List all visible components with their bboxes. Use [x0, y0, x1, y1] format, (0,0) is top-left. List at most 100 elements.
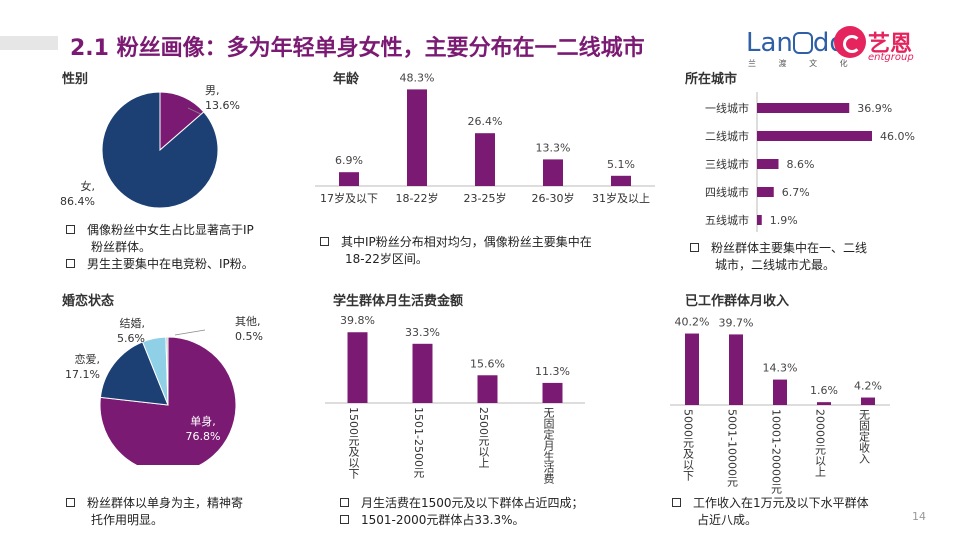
- lando-logo-subtitle: 兰 渡 文 化: [748, 59, 858, 68]
- x-tick-label: 20000元以上: [814, 409, 827, 477]
- y-tick-label: 四线城市: [705, 185, 749, 199]
- lando-logo: Lando: [746, 28, 845, 58]
- bar-value-label: 39.8%: [340, 314, 375, 327]
- bullet-item: 其中IP粉丝分布相对均匀，偶像粉丝主要集中在: [320, 234, 660, 251]
- bullet-text: 粉丝群体以单身为主，精神寄: [87, 496, 244, 510]
- page-title: 2.1 粉丝画像：多为年轻单身女性，主要分布在一二线城市: [70, 36, 645, 61]
- worker-bar-chart: 40.2% 5000元及以下 39.7% 5001-10000元 14.3% 10001-…: [670, 316, 890, 494]
- pie-value-label: 86.4%: [60, 195, 95, 208]
- bar-value-label: 1.6%: [810, 384, 838, 397]
- x-tick-label: 18-22岁: [396, 191, 439, 205]
- bar-2: [407, 89, 427, 186]
- pie-category-label: 单身,: [190, 414, 216, 428]
- bullet-text-cont: 18-22岁区间。: [345, 252, 428, 266]
- pie-value-label: 76.8%: [186, 430, 221, 443]
- pie-leader-line: [174, 329, 206, 336]
- lando-logo-o: [792, 32, 813, 54]
- pie-category-label: 恋爱,: [75, 352, 101, 366]
- pie-slice-1: [99, 336, 237, 465]
- y-tick-label: 三线城市: [705, 157, 749, 171]
- bar-2: [757, 131, 872, 141]
- bullet-text: 月生活费在1500元及以下群体占近四成；: [361, 496, 584, 510]
- gender-section-title: 性别: [62, 72, 89, 87]
- bullet-text: 粉丝群体主要集中在一、二线: [711, 241, 868, 255]
- bullet-text: 偶像粉丝中女生占比显著高于IP: [87, 223, 254, 237]
- bullet-square-icon: [320, 237, 329, 246]
- city-bar-chart: 一线城市 36.9% 二线城市 46.0% 三线城市 8.6% 四线城市 6.7% 五线城市 1.…: [705, 92, 915, 232]
- bullet-text-cont: 占近八成。: [697, 513, 758, 527]
- x-tick-label: 1501-2500元: [412, 407, 425, 478]
- bullet-text: 工作收入在1万元及以下水平群体: [693, 496, 869, 510]
- bar-5: [757, 215, 762, 225]
- title-accent-bar: [0, 36, 58, 50]
- bar-5: [611, 175, 631, 186]
- entgroup-logo-en: entgroup: [868, 52, 914, 63]
- bar-value-label: 6.9%: [335, 154, 363, 167]
- bullet-item: 偶像粉丝中女生占比显著高于IP: [66, 222, 306, 239]
- x-tick-label: 5001-10000元: [726, 409, 739, 487]
- bullet-square-icon: [66, 225, 75, 234]
- bullet-square-icon: [340, 515, 349, 524]
- bullet-item: 1501-2000元群体占33.3%。: [340, 512, 660, 529]
- bullet-square-icon: [672, 498, 681, 507]
- bar-2: [729, 334, 743, 405]
- bar-1: [757, 103, 850, 113]
- bar-value-label: 8.6%: [787, 158, 815, 171]
- y-tick-label: 二线城市: [705, 129, 749, 143]
- age-section-title: 年龄: [333, 72, 360, 87]
- bar-3: [757, 159, 779, 169]
- gender-bullets: 偶像粉丝中女生占比显著高于IP 粉丝群体。 男生主要集中在电竞粉、IP粉。: [66, 222, 306, 273]
- x-tick-label: 26-30岁: [532, 191, 575, 205]
- pie-value-label: 0.5%: [235, 330, 263, 343]
- pie-value-label: 5.6%: [117, 332, 145, 345]
- x-tick-label: 无固定月生活费: [542, 407, 555, 485]
- x-tick-label: 17岁及以下: [320, 191, 378, 205]
- bar-value-label: 1.9%: [770, 214, 798, 227]
- bar-4: [543, 159, 563, 186]
- bullet-item: 工作收入在1万元及以下水平群体: [672, 495, 912, 512]
- marital-section-title: 婚恋状态: [62, 294, 115, 309]
- pie-slice-4: [165, 336, 169, 406]
- marital-bullets: 粉丝群体以单身为主，精神寄 托作用明显。: [66, 495, 306, 529]
- bar-4: [757, 187, 774, 197]
- pie-value-label: 17.1%: [65, 368, 100, 381]
- bar-value-label: 33.3%: [405, 326, 440, 339]
- x-tick-label: 2500元以上: [477, 407, 490, 468]
- x-tick-label: 31岁及以上: [592, 191, 650, 205]
- worker-bullets: 工作收入在1万元及以下水平群体 占近八成。: [672, 495, 912, 529]
- lando-logo-d: d: [812, 28, 830, 58]
- bar-2: [412, 343, 433, 403]
- bar-value-label: 39.7%: [719, 316, 754, 329]
- bullet-text: 男生主要集中在电竞粉、IP粉。: [87, 257, 254, 271]
- bar-value-label: 6.7%: [782, 186, 810, 199]
- lando-logo-text: Lan: [746, 28, 793, 58]
- age-bar-chart: 6.9% 17岁及以下 48.3% 18-22岁 26.4% 23-25岁 13.3% 26-…: [315, 71, 655, 205]
- bullet-text-cont: 城市，二线城市尤最。: [715, 258, 836, 272]
- pie-category-label: 女,: [81, 179, 96, 193]
- x-tick-label: 23-25岁: [464, 191, 507, 205]
- city-bullets: 粉丝群体主要集中在一、二线 城市，二线城市尤最。: [690, 240, 920, 274]
- bar-3: [477, 375, 498, 403]
- bar-value-label: 15.6%: [470, 357, 505, 370]
- bar-value-label: 13.3%: [536, 141, 571, 154]
- gender-pie-chart: 男, 13.6% 女, 86.4%: [60, 84, 240, 209]
- student-bar-chart: 39.8% 1500元及以下 33.3% 1501-2500元 15.6% 2500元以上…: [325, 314, 585, 485]
- bar-value-label: 5.1%: [607, 158, 635, 171]
- pie-category-label: 结婚,: [120, 316, 146, 330]
- bar-5: [861, 397, 875, 405]
- x-tick-label: 1500元及以下: [347, 407, 360, 480]
- bar-1: [347, 332, 368, 403]
- bullet-square-icon: [340, 498, 349, 507]
- page-number: 14: [912, 510, 926, 523]
- bar-value-label: 40.2%: [675, 316, 710, 329]
- worker-section-title: 已工作群体月收入: [685, 294, 790, 309]
- marital-pie-chart: 单身, 76.8% 恋爱, 17.1% 结婚, 5.6% 其他, 0.5%: [65, 315, 263, 465]
- bar-3: [475, 133, 495, 186]
- bullet-text-cont: 托作用明显。: [91, 513, 164, 527]
- bar-value-label: 26.4%: [468, 115, 503, 128]
- entgroup-logo-cn: 艺恩: [868, 32, 913, 57]
- x-tick-label: 5000元及以下: [682, 409, 695, 482]
- bullet-square-icon: [66, 259, 75, 268]
- bar-4: [817, 402, 831, 405]
- bar-value-label: 11.3%: [535, 365, 570, 378]
